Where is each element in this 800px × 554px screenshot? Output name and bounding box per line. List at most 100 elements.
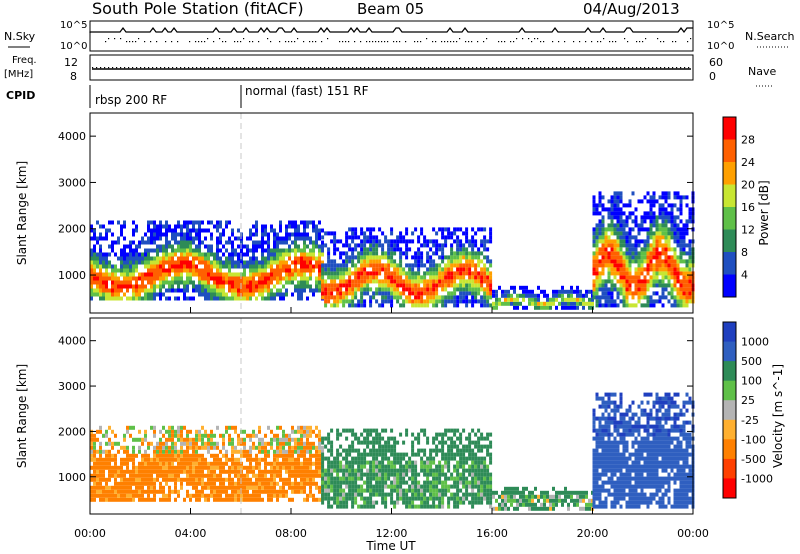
power-cell (156, 236, 159, 241)
velocity-cell (444, 452, 448, 457)
power-cell (453, 295, 457, 300)
velocity-cell (303, 425, 306, 430)
power-cell (682, 275, 686, 280)
power-cell (165, 240, 168, 245)
power-cell (321, 295, 325, 300)
velocity-cell (159, 481, 162, 486)
velocity-cell (252, 489, 255, 494)
power-cell (673, 271, 677, 276)
nsearch-point (591, 41, 593, 43)
power-cell (150, 272, 153, 277)
power-cell (378, 243, 382, 248)
power-cell (204, 260, 207, 265)
power-cell (180, 276, 183, 281)
power-cell (480, 295, 484, 300)
velocity-cell (384, 468, 388, 473)
power-cell (673, 267, 677, 272)
power-cell (411, 287, 415, 292)
velocity-cell (348, 468, 352, 473)
velocity-cell (231, 441, 234, 446)
power-cell (105, 256, 108, 261)
velocity-cell (348, 476, 352, 481)
velocity-cell (411, 432, 415, 437)
power-cell (171, 248, 174, 253)
power-cell (408, 299, 412, 304)
velocity-cell (426, 472, 430, 477)
power-cell (601, 259, 605, 264)
power-cell (489, 295, 493, 300)
power-cell (640, 255, 644, 260)
power-cell (646, 247, 650, 252)
power-cell (381, 243, 385, 248)
velocity-cell (192, 457, 195, 462)
velocity-cell (363, 464, 367, 469)
velocity-cell (90, 457, 93, 462)
velocity-cell (93, 437, 96, 442)
velocity-cell (306, 437, 309, 442)
power-cell (447, 275, 451, 280)
power-cell (465, 231, 469, 236)
velocity-cell (390, 484, 394, 489)
power-cell (592, 295, 596, 300)
power-cell (655, 291, 659, 296)
power-cell (453, 271, 457, 276)
velocity-cell (228, 437, 231, 442)
nsearch-point (636, 41, 638, 43)
velocity-cell (423, 448, 427, 453)
power-cell (592, 195, 596, 200)
power-cell (294, 244, 297, 249)
velocity-cell (195, 449, 198, 454)
velocity-cell (225, 449, 228, 454)
velocity-cell (315, 457, 318, 462)
power-cell (441, 299, 445, 304)
power-cell (432, 239, 436, 244)
power-cell (685, 243, 689, 248)
power-cell (676, 287, 680, 292)
power-cell (634, 275, 638, 280)
velocity-cell (297, 449, 300, 454)
power-cell (450, 271, 454, 276)
power-cell (682, 223, 686, 228)
power-cell (225, 256, 228, 261)
velocity-cell (273, 493, 276, 498)
power-cell (276, 248, 279, 253)
power-cell (682, 251, 686, 256)
power-cell (159, 220, 162, 225)
nsearch-point (420, 41, 422, 43)
velocity-cell (201, 485, 204, 490)
velocity-cell (168, 473, 171, 478)
power-cell (294, 240, 297, 245)
power-cell (622, 303, 626, 308)
velocity-cell (222, 453, 225, 458)
velocity-cell (390, 444, 394, 449)
power-cell (652, 199, 656, 204)
power-cell (423, 235, 427, 240)
velocity-cell (393, 452, 397, 457)
power-cell (483, 291, 487, 296)
velocity-cell (150, 469, 153, 474)
power-cell (339, 271, 343, 276)
power-cell (390, 279, 394, 284)
velocity-cell (258, 461, 261, 466)
power-cell (616, 215, 620, 220)
power-cell (471, 235, 475, 240)
velocity-cell (345, 476, 349, 481)
power-cell (429, 247, 433, 252)
velocity-cell (186, 453, 189, 458)
velocity-cell (210, 477, 213, 482)
velocity-cell (180, 481, 183, 486)
power-cell (165, 256, 168, 261)
velocity-cell (402, 500, 406, 505)
velocity-cell (198, 493, 201, 498)
power-cell (408, 287, 412, 292)
power-cell (655, 227, 659, 232)
velocity-cell (108, 477, 111, 482)
velocity-cell (351, 492, 355, 497)
power-cell (643, 239, 647, 244)
velocity-cell (237, 497, 240, 502)
velocity-cell (216, 473, 219, 478)
velocity-cell (459, 464, 463, 469)
nsearch-point (432, 41, 434, 43)
velocity-cell (174, 465, 177, 470)
